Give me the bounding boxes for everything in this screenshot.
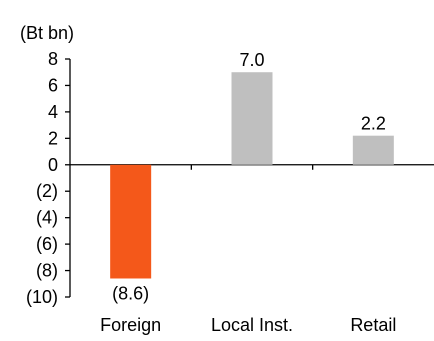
y-axis-unit-label: (Bt bn) xyxy=(20,23,74,43)
x-tick-label: Retail xyxy=(350,315,396,335)
y-tick-label: (10) xyxy=(26,287,58,307)
y-tick-label: (8) xyxy=(36,261,58,281)
y-tick-label: 4 xyxy=(48,102,58,122)
x-tick-label: Foreign xyxy=(100,315,161,335)
data-label: 2.2 xyxy=(361,114,386,134)
y-tick-label: 0 xyxy=(48,155,58,175)
y-tick-label: 8 xyxy=(48,49,58,69)
x-tick-label: Local Inst. xyxy=(211,315,293,335)
y-tick-label: (6) xyxy=(36,234,58,254)
bar xyxy=(352,135,394,165)
y-axis: 8 6 4 2 0 (2) (4) (6) (8) (10) xyxy=(26,49,71,307)
data-label: 7.0 xyxy=(239,50,264,70)
y-tick-label: 6 xyxy=(48,75,58,95)
bars xyxy=(110,72,394,279)
y-tick-label: 2 xyxy=(48,128,58,148)
data-label: (8.6) xyxy=(112,283,149,303)
y-tick-label: (2) xyxy=(36,181,58,201)
bar xyxy=(110,164,152,279)
x-tick-labels: Foreign Local Inst. Retail xyxy=(100,315,396,335)
bar xyxy=(231,72,273,165)
y-tick-label: (4) xyxy=(36,208,58,228)
data-labels: (8.6) 7.0 2.2 xyxy=(112,50,386,303)
